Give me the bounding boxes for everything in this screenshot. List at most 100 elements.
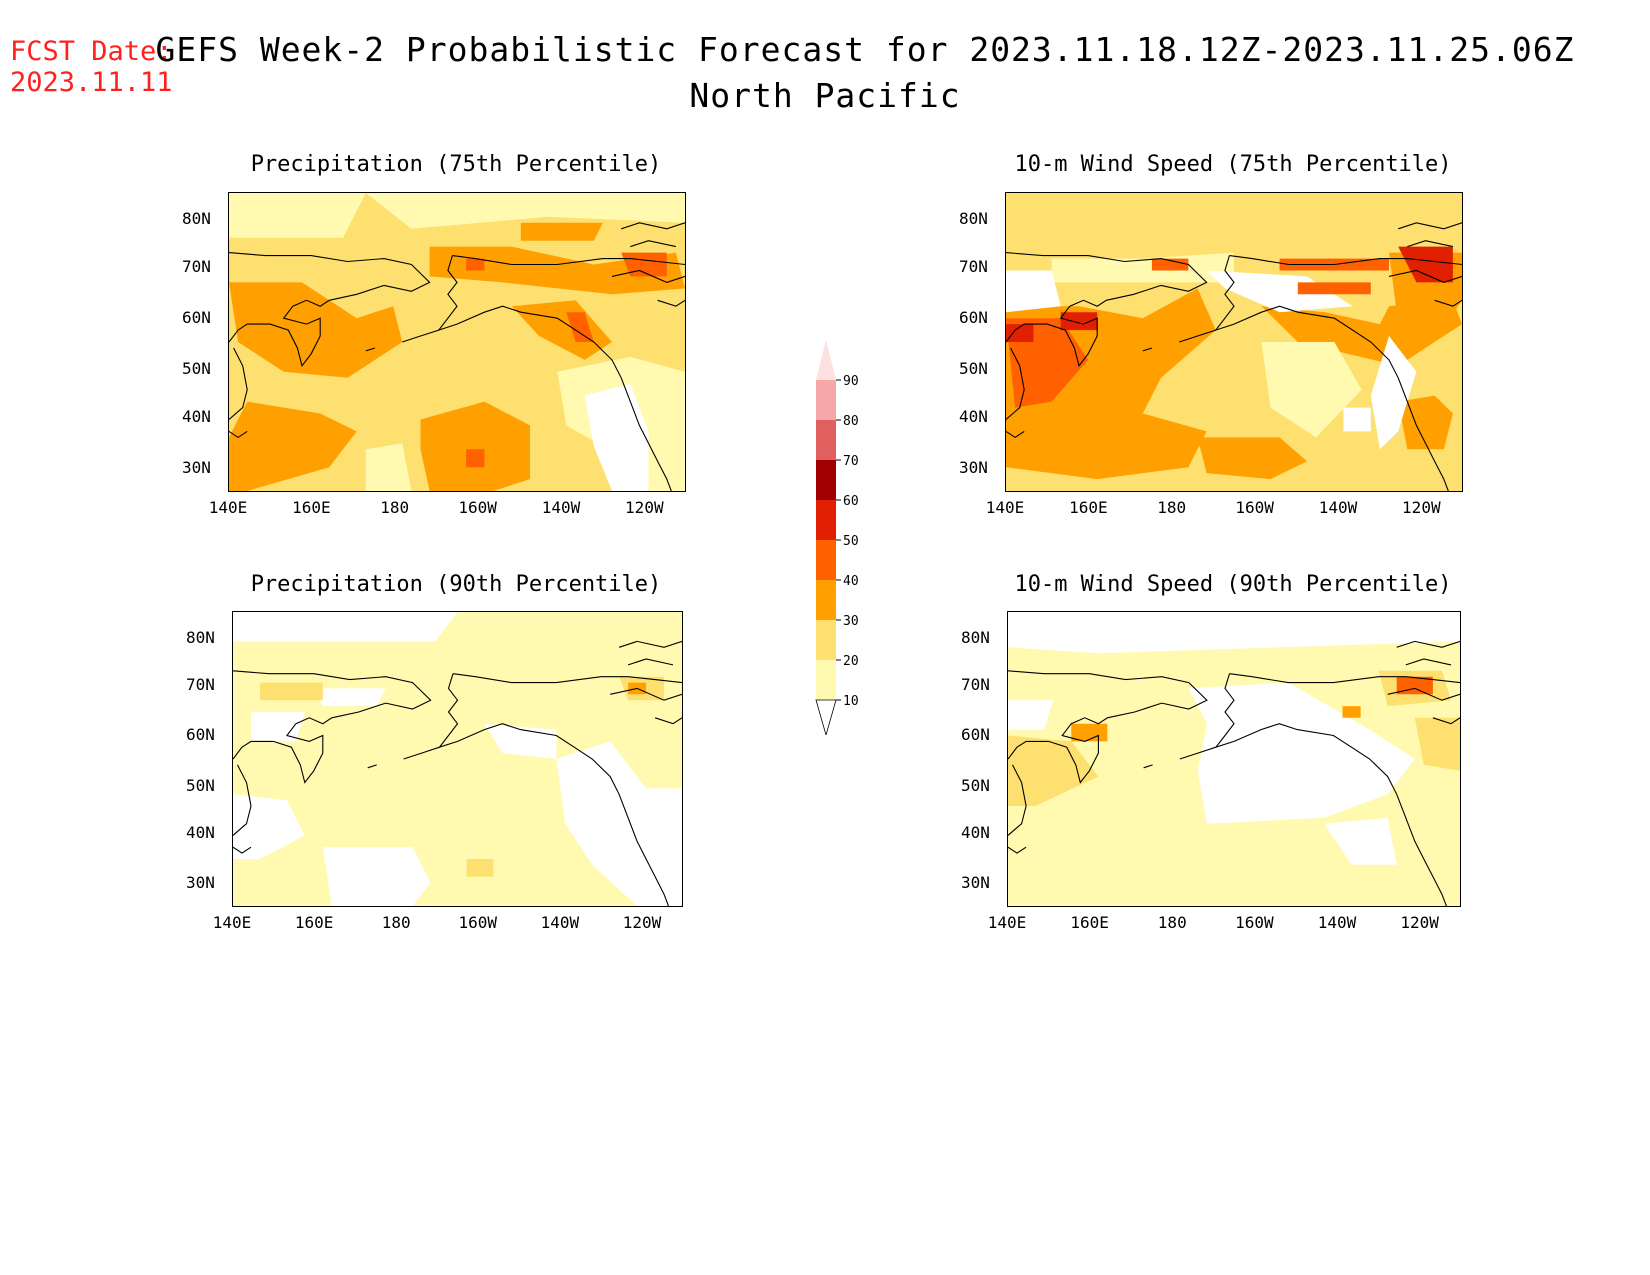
lon-tick-label: 140E bbox=[987, 913, 1027, 932]
lat-tick-label: 80N bbox=[186, 627, 215, 647]
map-contours bbox=[1008, 612, 1460, 906]
lat-tick-label: 40N bbox=[186, 823, 215, 842]
panel-title-precip-90: Precipitation (90th Percentile) bbox=[250, 572, 662, 597]
lat-tick-label: 70N bbox=[182, 257, 211, 276]
coastline bbox=[1006, 222, 1462, 491]
contour-fill bbox=[1008, 612, 1460, 654]
forecast-date-value: 2023.11.11 bbox=[10, 67, 173, 98]
colorbar-label: 80 bbox=[843, 414, 859, 429]
contour-fill bbox=[1261, 342, 1362, 438]
page-subtitle: North Pacific bbox=[689, 76, 961, 115]
contour-fill bbox=[251, 712, 305, 742]
colorbar-label: 60 bbox=[843, 494, 859, 509]
contour-fill bbox=[466, 258, 485, 271]
colorbar-segment bbox=[816, 540, 836, 580]
lat-tick-label: 60N bbox=[186, 725, 215, 745]
lat-tick-label: 80N bbox=[182, 209, 211, 228]
lat-tick-label: 40N bbox=[959, 407, 988, 426]
lon-tick-label: 120W bbox=[625, 498, 664, 517]
map-precip-90 bbox=[232, 611, 683, 907]
lon-tick-label: 140E bbox=[985, 498, 1025, 517]
lon-tick-label: 120W bbox=[1402, 498, 1441, 517]
map-contours bbox=[229, 193, 685, 491]
map-wind-75 bbox=[1005, 192, 1463, 492]
colorbar-label: 10 bbox=[843, 694, 859, 709]
lat-tick-label: 70N bbox=[959, 257, 988, 276]
contour-fill bbox=[1342, 706, 1361, 718]
contour-fill bbox=[429, 246, 685, 295]
colorbar-label: 20 bbox=[843, 654, 859, 669]
contour-fill bbox=[420, 401, 530, 491]
contour-fill bbox=[229, 282, 403, 378]
panel-title-wind-75: 10-m Wind Speed (75th Percentile) bbox=[1014, 152, 1452, 177]
contour-fill bbox=[365, 193, 685, 229]
map-wind-90 bbox=[1007, 611, 1461, 907]
lat-tick-label: 50N bbox=[186, 775, 215, 795]
lon-tick-label: 160E bbox=[1070, 913, 1109, 932]
colorbar: 90 80 70 60 50 40 30 20 10 bbox=[815, 340, 859, 735]
contour-fill bbox=[466, 449, 485, 468]
page-title: GEFS Week-2 Probabilistic Forecast for 2… bbox=[155, 30, 1575, 69]
lat-tick-label: 30N bbox=[182, 458, 211, 477]
contour-fill bbox=[1008, 735, 1099, 806]
lon-tick-label: 160W bbox=[1235, 498, 1274, 517]
lat-tick-label: 50N bbox=[961, 775, 990, 795]
contour-fill bbox=[1060, 312, 1098, 331]
contour-fill bbox=[1414, 717, 1460, 771]
forecast-date-label: FCST Date: bbox=[10, 36, 173, 67]
colorbar-label: 50 bbox=[843, 534, 859, 549]
lon-tick-label: 160E bbox=[1069, 498, 1108, 517]
lon-tick-label: 140E bbox=[208, 498, 248, 517]
lat-tick-label: 60N bbox=[959, 308, 988, 327]
colorbar-segment bbox=[816, 460, 836, 500]
lon-tick-label: 140E bbox=[212, 913, 252, 932]
map-contours bbox=[1006, 222, 1462, 491]
lon-tick-label: 160E bbox=[292, 498, 331, 517]
lat-tick-label: 70N bbox=[961, 675, 990, 694]
colorbar-segment bbox=[816, 500, 836, 540]
contour-fill bbox=[1343, 407, 1371, 432]
contour-fill bbox=[313, 688, 386, 707]
lat-tick-label: 60N bbox=[182, 308, 211, 327]
contour-fill bbox=[484, 723, 557, 759]
contour-fill bbox=[1006, 270, 1061, 313]
lon-tick-label: 140W bbox=[1317, 913, 1357, 932]
contour-fill bbox=[1125, 829, 1189, 877]
lon-tick-label: 140W bbox=[540, 913, 580, 932]
contour-fill bbox=[229, 193, 366, 238]
lon-tick-label: 160W bbox=[458, 913, 498, 932]
lon-tick-label: 160W bbox=[1235, 913, 1274, 932]
colorbar-bottom-arrow bbox=[815, 699, 837, 735]
contour-fill bbox=[1370, 336, 1417, 450]
coastline bbox=[233, 640, 682, 906]
colorbar-segment bbox=[816, 620, 836, 660]
lat-tick-label: 40N bbox=[182, 407, 211, 426]
contour-fill bbox=[229, 401, 357, 491]
contour-fill bbox=[520, 222, 603, 241]
contour-fill bbox=[556, 741, 682, 906]
colorbar-segment bbox=[816, 660, 836, 700]
contour-fill bbox=[233, 794, 305, 859]
lon-tick-label: 160E bbox=[294, 913, 334, 932]
colorbar-label: 40 bbox=[843, 574, 859, 589]
contour-fill bbox=[584, 383, 649, 491]
lon-tick-label: 180 bbox=[380, 498, 410, 517]
contour-fill bbox=[466, 859, 494, 877]
lon-tick-label: 180 bbox=[1157, 913, 1187, 932]
lat-tick-label: 30N bbox=[959, 458, 988, 477]
lon-tick-label: 140W bbox=[541, 498, 581, 517]
lat-tick-label: 30N bbox=[186, 873, 215, 893]
colorbar-segment bbox=[816, 420, 836, 460]
colorbar-segment bbox=[816, 380, 836, 420]
lat-tick-label: 60N bbox=[961, 725, 990, 745]
lon-tick-label: 180 bbox=[381, 913, 411, 932]
contour-fill bbox=[1197, 437, 1307, 480]
contour-fill bbox=[233, 612, 458, 642]
lon-tick-label: 160W bbox=[458, 498, 497, 517]
lat-tick-label: 50N bbox=[959, 359, 988, 378]
panel-title-wind-90: 10-m Wind Speed (90th Percentile) bbox=[1014, 572, 1452, 597]
contour-fill bbox=[322, 847, 431, 906]
lat-tick-label: 40N bbox=[961, 823, 990, 842]
panel-title-precip-75: Precipitation (75th Percentile) bbox=[250, 152, 662, 177]
colorbar-segment bbox=[816, 580, 836, 620]
